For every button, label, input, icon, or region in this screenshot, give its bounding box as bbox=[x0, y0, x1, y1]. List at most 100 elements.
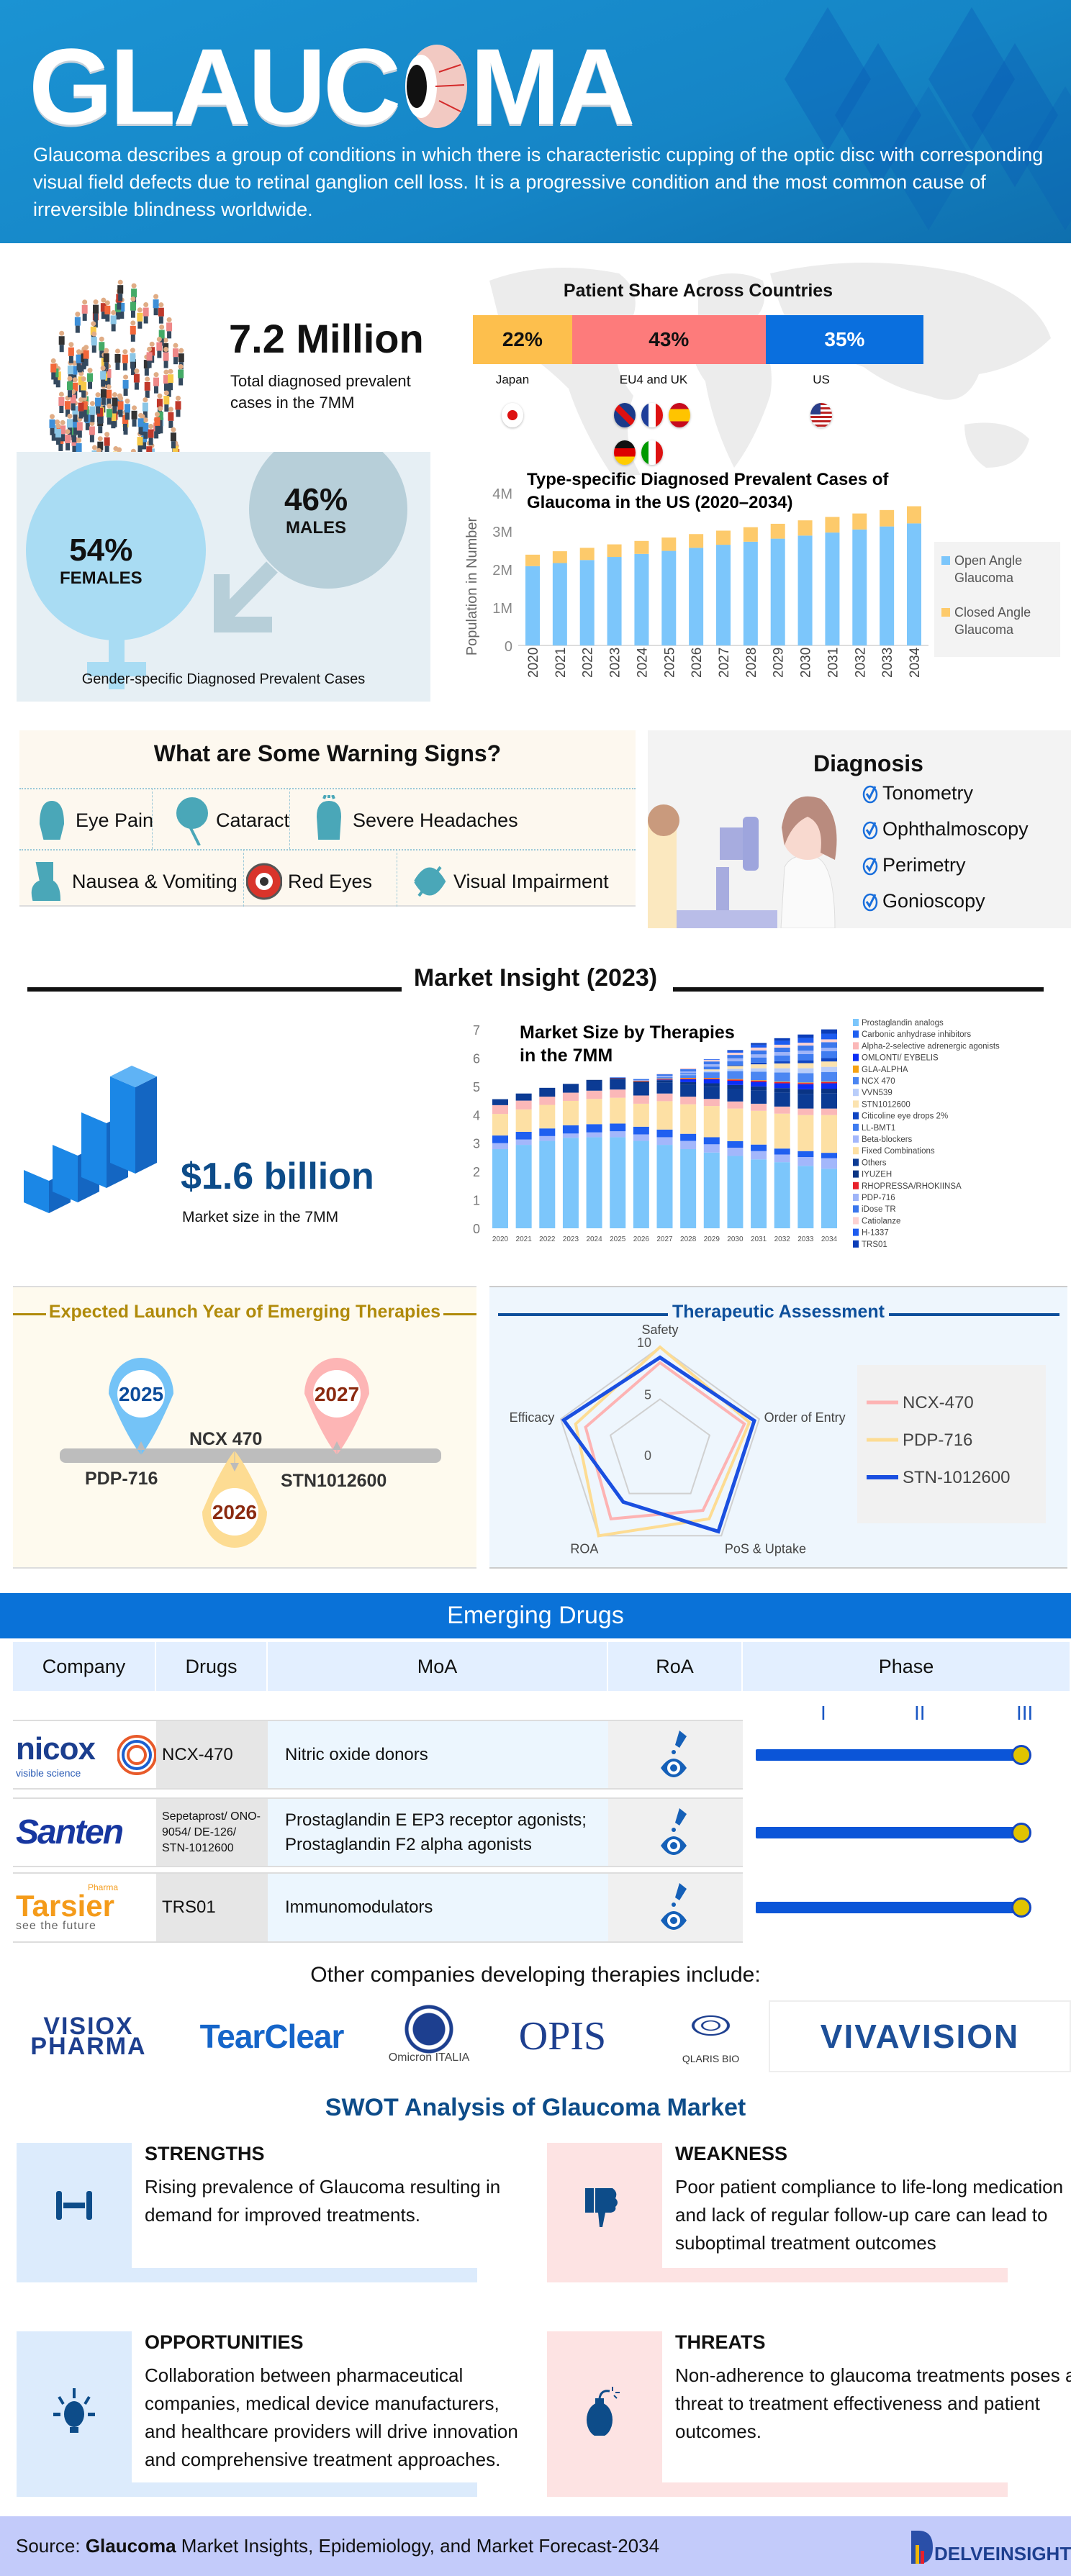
radar-tick-label: 10 bbox=[637, 1335, 651, 1350]
bar-segment bbox=[703, 1069, 720, 1071]
legend-label: NCX-470 bbox=[903, 1393, 974, 1412]
legend-swatch bbox=[853, 1065, 859, 1073]
legend-label: Citicoline eye drops 2% bbox=[862, 1112, 948, 1121]
swot-text: Rising prevalence of Glaucoma resulting … bbox=[145, 2176, 501, 2226]
legend-label: OMLONTI/ EYBELIS bbox=[862, 1054, 939, 1063]
radar-tick-label: 0 bbox=[644, 1448, 651, 1463]
warning-sign-label: Visual Impairment bbox=[453, 870, 609, 892]
phase-tick-label: I bbox=[821, 1702, 826, 1724]
bar-closed-angle-glaucoma bbox=[716, 530, 731, 545]
bar-segment bbox=[774, 1063, 790, 1069]
legend-label: STN-1012600 bbox=[903, 1468, 1010, 1487]
brand-name: DELVEINSIGHT bbox=[934, 2543, 1071, 2564]
bar-segment bbox=[680, 1140, 697, 1149]
bar-open-angle-glaucoma bbox=[907, 523, 921, 645]
drug-name: NCX-470 bbox=[156, 1721, 268, 1788]
therapeutic-assessment-title: Therapeutic Assessment bbox=[489, 1302, 1067, 1323]
bar-growth-icon bbox=[24, 1066, 157, 1213]
legend-swatch bbox=[853, 1030, 859, 1038]
nausea-icon bbox=[31, 862, 61, 901]
bar-segment bbox=[821, 1048, 837, 1051]
footer: Source: Glaucoma Market Insights, Epidem… bbox=[0, 2516, 1071, 2576]
bar-segment bbox=[727, 1079, 744, 1081]
cataract-icon bbox=[176, 797, 209, 845]
chart-title: Type-specific Diagnosed Prevalent Cases … bbox=[527, 470, 889, 512]
bar-segment bbox=[539, 1140, 556, 1228]
bar-segment bbox=[727, 1069, 744, 1071]
bar-segment bbox=[774, 1047, 790, 1053]
bar-open-angle-glaucoma bbox=[579, 560, 595, 645]
y-tick-label: 0 bbox=[505, 639, 512, 655]
bar-closed-angle-glaucoma bbox=[797, 520, 813, 536]
legend-label: Beta-blockers bbox=[862, 1135, 913, 1144]
legend-swatch bbox=[853, 1158, 859, 1166]
legend-swatch bbox=[853, 1240, 859, 1248]
timeline-track bbox=[60, 1448, 441, 1463]
bar-segment bbox=[562, 1125, 579, 1134]
bar-segment bbox=[562, 1084, 579, 1093]
bar-segment bbox=[751, 1071, 767, 1081]
emerging-drugs-title: Emerging Drugs bbox=[0, 1593, 1071, 1638]
bar-segment bbox=[515, 1131, 532, 1140]
bar-segment bbox=[821, 1033, 837, 1040]
us-flag bbox=[810, 403, 832, 427]
us-prevalence-chart: Type-specific Diagnosed Prevalent Cases … bbox=[464, 470, 1060, 678]
bar-segment bbox=[656, 1129, 673, 1138]
bar-closed-angle-glaucoma bbox=[525, 554, 540, 566]
pin-center bbox=[313, 1370, 361, 1418]
warning-sign-label: Severe Headaches bbox=[353, 809, 518, 831]
launch-year: 2027 bbox=[315, 1383, 359, 1405]
bar-open-angle-glaucoma bbox=[634, 553, 649, 645]
bar-segment bbox=[751, 1050, 767, 1055]
bar-segment bbox=[821, 1089, 837, 1094]
column-header-moa: MoA bbox=[268, 1642, 608, 1691]
bar-segment bbox=[656, 1101, 673, 1130]
bar-segment bbox=[727, 1079, 744, 1080]
bar-segment bbox=[656, 1074, 673, 1076]
bar-segment bbox=[727, 1066, 744, 1069]
bar-segment bbox=[610, 1077, 626, 1079]
bar-segment bbox=[797, 1046, 814, 1051]
company-logo: Santen bbox=[13, 1799, 156, 1866]
bar-segment bbox=[656, 1077, 673, 1079]
drug-name: TRS01 bbox=[156, 1874, 268, 1941]
legend-box bbox=[857, 1365, 1046, 1523]
legend-label: IYUZEH bbox=[862, 1171, 892, 1179]
bar-segment bbox=[610, 1079, 626, 1090]
source-title: Glaucoma bbox=[85, 2535, 176, 2557]
males-stat: 46% MALES bbox=[284, 482, 348, 538]
x-tick-label: 2032 bbox=[774, 1235, 791, 1243]
y-tick-label: 3 bbox=[473, 1137, 480, 1151]
bar-segment bbox=[751, 1068, 767, 1072]
bar-segment bbox=[633, 1081, 649, 1084]
red-eye-icon bbox=[246, 863, 282, 900]
bar-closed-angle-glaucoma bbox=[907, 506, 921, 524]
check-circle-icon bbox=[862, 893, 878, 911]
total-cases-caption: Total diagnosed prevalent cases in the 7… bbox=[230, 372, 411, 412]
share-region-label: EU4 and UK bbox=[619, 373, 688, 386]
diagnosis-title: Diagnosis bbox=[813, 750, 923, 776]
warning-sign-item: Nausea & Vomiting bbox=[30, 856, 238, 907]
bar-segment bbox=[633, 1083, 649, 1096]
delveinsight-mark-icon bbox=[911, 2531, 933, 2564]
legend-label: VVN539 bbox=[862, 1089, 892, 1097]
divider bbox=[673, 987, 1044, 992]
x-tick-label: 2027 bbox=[717, 648, 732, 678]
bar-segment bbox=[539, 1087, 556, 1097]
bar-segment bbox=[751, 1151, 767, 1160]
visual-impairment-icon bbox=[414, 866, 446, 897]
market-insight-title: Market Insight (2023) bbox=[0, 964, 1071, 992]
bar-open-angle-glaucoma bbox=[716, 545, 731, 645]
launch-timeline-title-text: Expected Launch Year of Emerging Therapi… bbox=[45, 1302, 444, 1322]
phase-tick-label: III bbox=[1016, 1702, 1034, 1724]
bar-segment bbox=[751, 1086, 767, 1091]
legend-label: TRS01 bbox=[862, 1241, 887, 1248]
bar-segment bbox=[821, 1042, 837, 1048]
bar-segment bbox=[821, 1093, 837, 1109]
bar-segment bbox=[821, 1066, 837, 1072]
bar-segment bbox=[680, 1069, 697, 1071]
bar-segment bbox=[703, 1061, 720, 1065]
bar-segment bbox=[680, 1068, 697, 1069]
source-prefix: Source: bbox=[16, 2535, 86, 2557]
launch-drug-label: STN1012600 bbox=[281, 1471, 387, 1491]
